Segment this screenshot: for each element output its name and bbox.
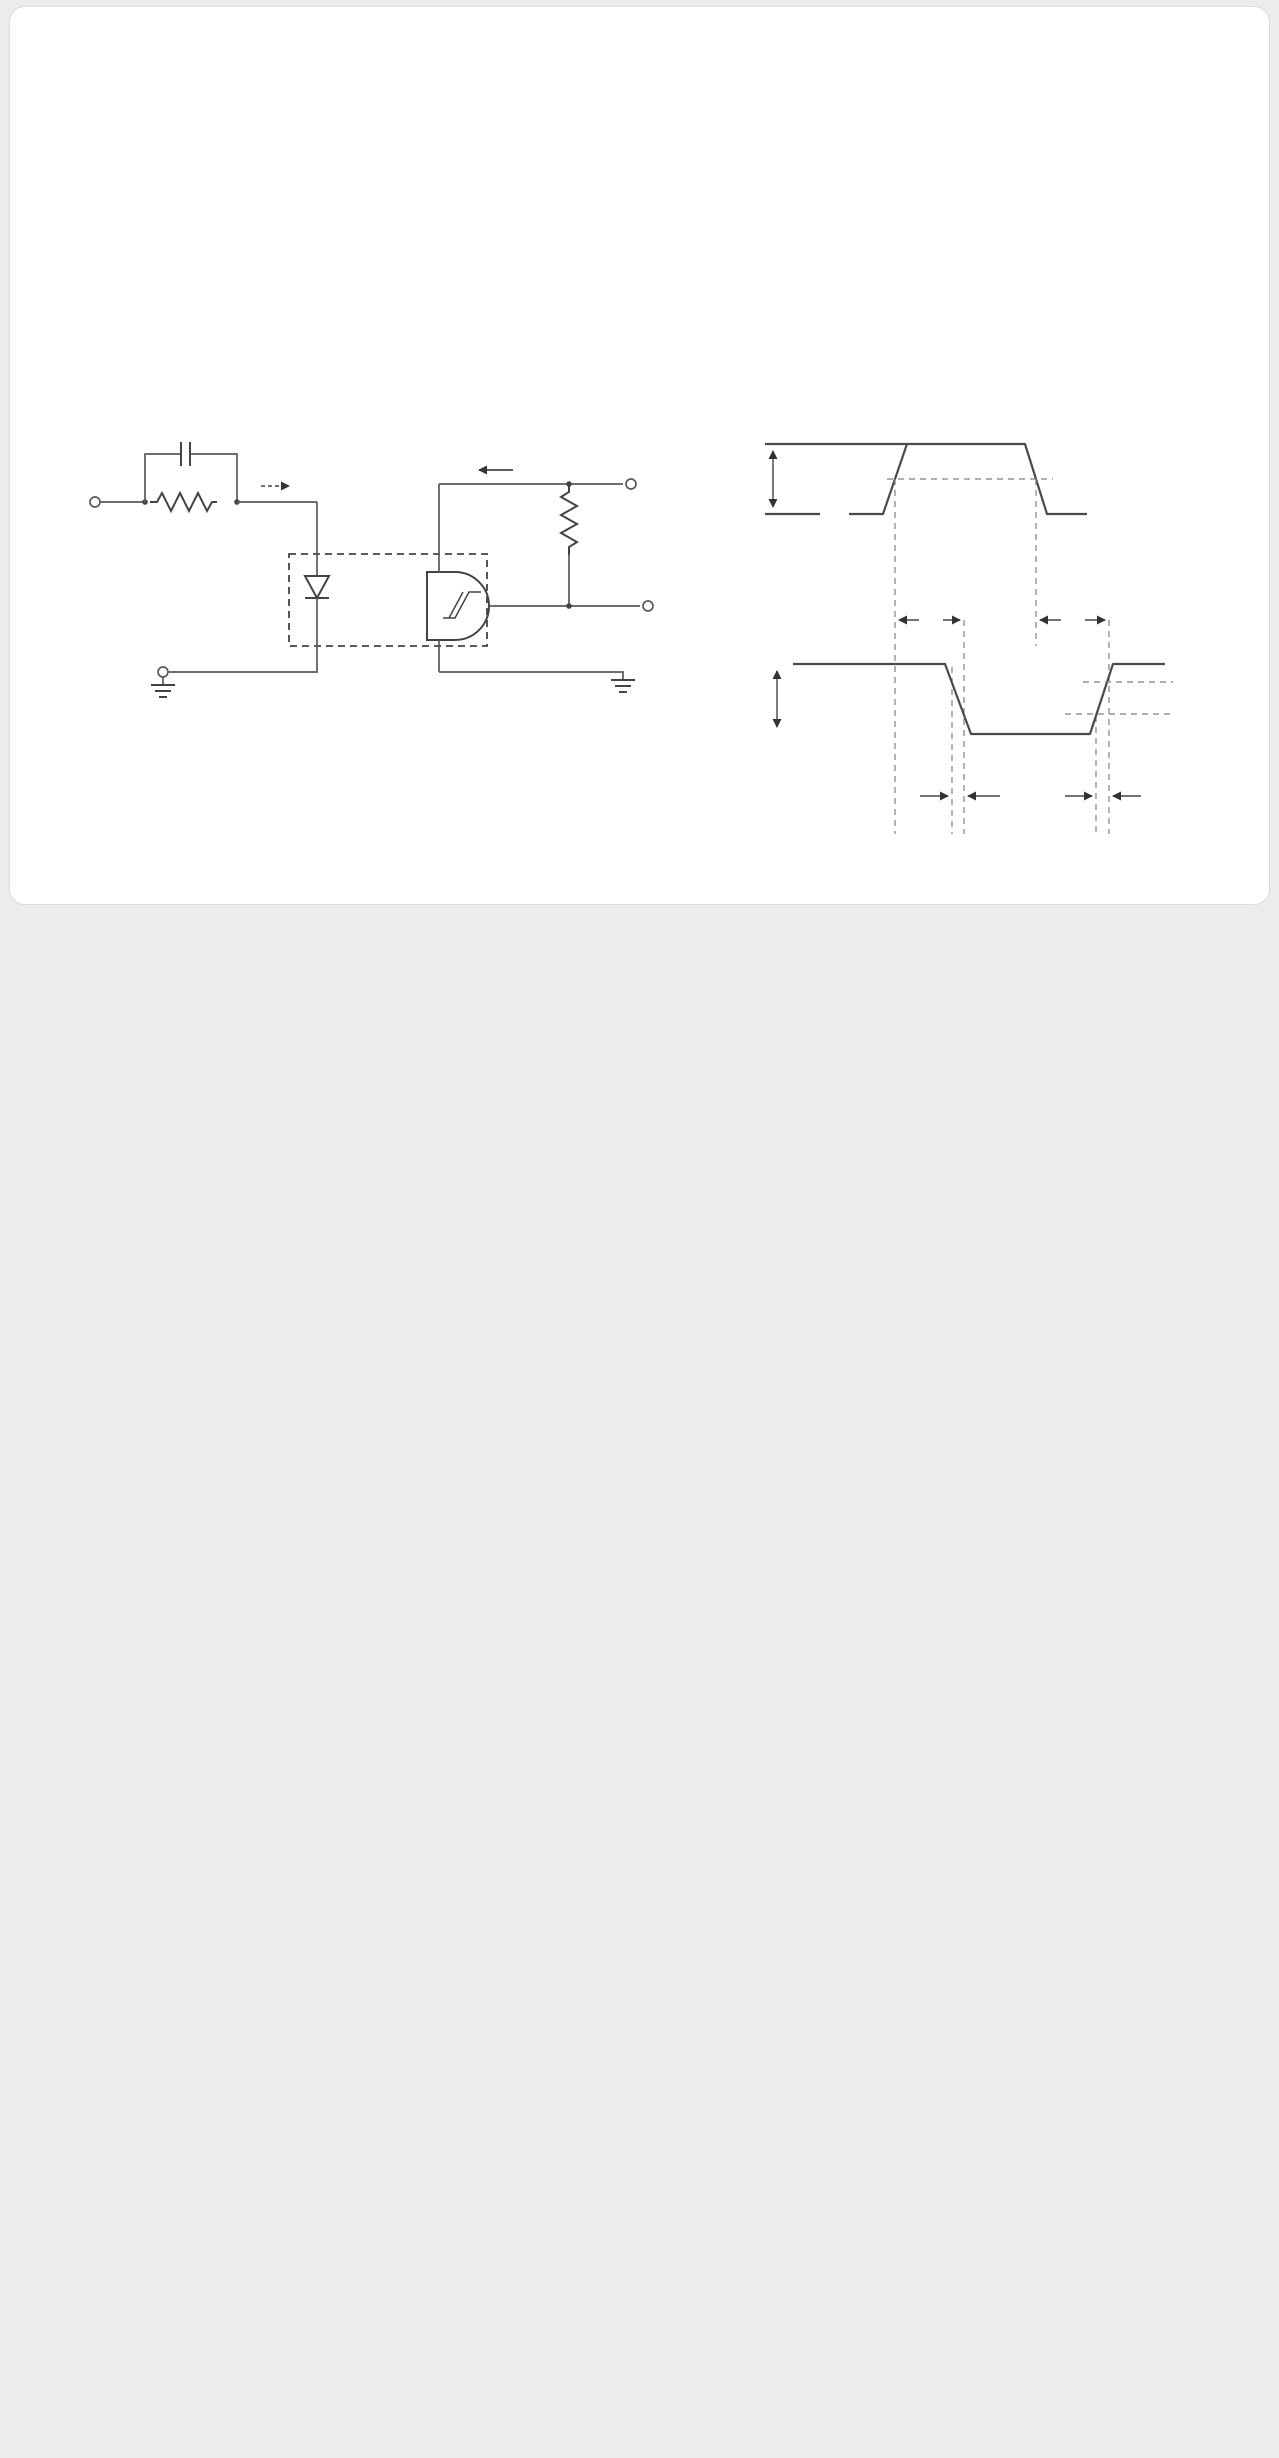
vo-waveform (792, 662, 1165, 736)
figure-3 (24, 142, 632, 155)
vcc-terminal (624, 478, 637, 490)
figure-6 (648, 247, 1256, 260)
figure-7-test-circuit (88, 442, 654, 698)
resistor-rl-icon (558, 484, 579, 555)
ground-icon (150, 677, 175, 698)
figure-7-waveforms (764, 442, 1173, 834)
figure-2 (648, 37, 1256, 50)
figure-5 (24, 247, 632, 260)
ground-icon (610, 679, 635, 693)
led-icon (302, 575, 331, 601)
figures-grid (24, 37, 1255, 854)
vo-terminal (641, 600, 654, 612)
resistor-re-icon (149, 490, 217, 514)
schmitt-gate-icon (425, 571, 490, 641)
optocoupler-package-outline (287, 553, 488, 647)
datasheet-page (9, 6, 1270, 905)
input-return-terminal (156, 666, 169, 678)
figure-1 (24, 37, 632, 50)
figure-7 (24, 370, 1255, 854)
figure-4 (648, 142, 1256, 155)
input-terminal (88, 496, 101, 508)
